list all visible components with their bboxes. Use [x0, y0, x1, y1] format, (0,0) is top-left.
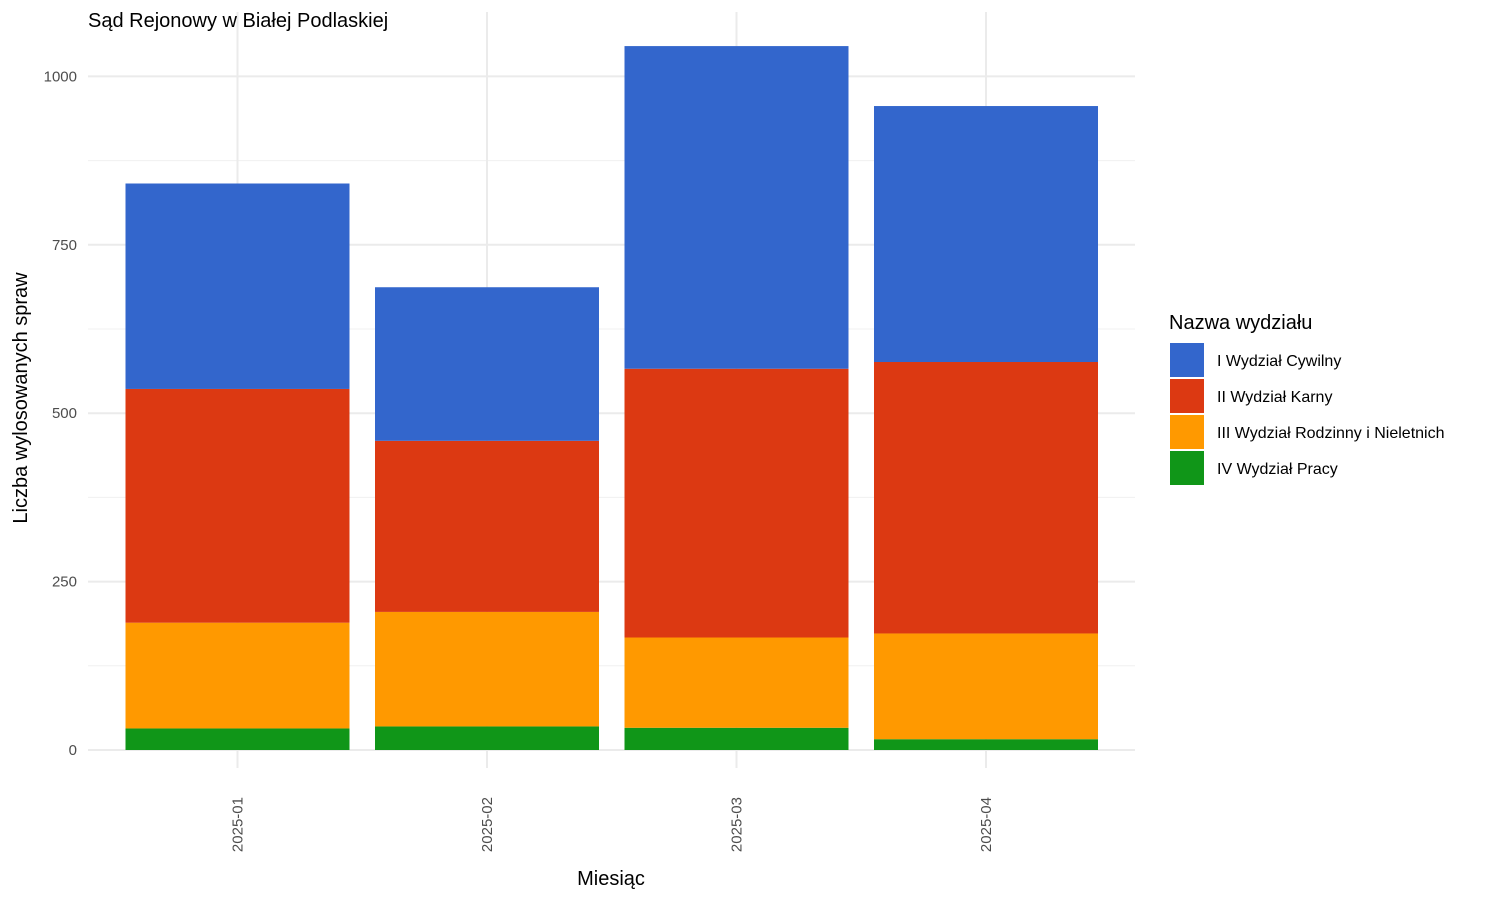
x-tick-label: 2025-02 — [479, 797, 496, 852]
x-tick-label: 2025-04 — [978, 797, 995, 852]
x-axis: 2025-01 2025-02 2025-03 2025-04 — [230, 797, 996, 852]
bar-segment — [624, 368, 849, 638]
bar-segment — [375, 440, 599, 612]
y-tick-label: 0 — [69, 742, 77, 759]
y-axis-title: Liczba wylosowanych spraw — [10, 272, 32, 524]
y-tick-label: 250 — [52, 574, 77, 591]
legend-title: Nazwa wydziału — [1169, 312, 1312, 334]
bar-segment — [624, 637, 849, 728]
chart-title: Sąd Rejonowy w Białej Podlaskiej — [88, 10, 388, 32]
y-tick-label: 750 — [52, 237, 77, 254]
y-tick-label: 500 — [52, 405, 77, 422]
bar-segment — [125, 183, 350, 389]
bar-segment — [874, 739, 1098, 750]
bars-layer — [125, 46, 1098, 750]
y-tick-label: 1000 — [44, 68, 77, 85]
bar-segment — [125, 388, 350, 623]
bar-segment — [375, 287, 599, 441]
legend-swatch — [1170, 451, 1204, 485]
legend-label: II Wydział Karny — [1217, 389, 1332, 406]
y-axis: 0 250 500 750 1000 — [44, 68, 77, 759]
legend-label: I Wydział Cywilny — [1217, 353, 1341, 370]
x-axis-title: Miesiąc — [577, 868, 645, 890]
legend-swatch — [1170, 343, 1204, 377]
bar-segment — [874, 106, 1098, 363]
bar-segment — [125, 728, 350, 750]
bar-segment — [874, 362, 1098, 634]
x-tick-label: 2025-01 — [230, 797, 247, 852]
bar-segment — [874, 633, 1098, 740]
legend-items: I Wydział Cywilny II Wydział Karny III Wyd… — [1170, 343, 1445, 485]
bar-segment — [375, 611, 599, 727]
legend-swatch — [1170, 379, 1204, 413]
x-tick-label: 2025-03 — [729, 797, 746, 852]
legend-label: IV Wydział Pracy — [1217, 461, 1338, 478]
bar-segment — [624, 46, 849, 369]
bar-segment — [125, 622, 350, 729]
legend-swatch — [1170, 415, 1204, 449]
legend: Nazwa wydziału I Wydział Cywilny II Wydzi… — [1169, 312, 1445, 485]
bar-segment — [375, 726, 599, 750]
legend-label: III Wydział Rodzinny i Nieletnich — [1217, 425, 1445, 442]
bar-segment — [624, 727, 849, 750]
